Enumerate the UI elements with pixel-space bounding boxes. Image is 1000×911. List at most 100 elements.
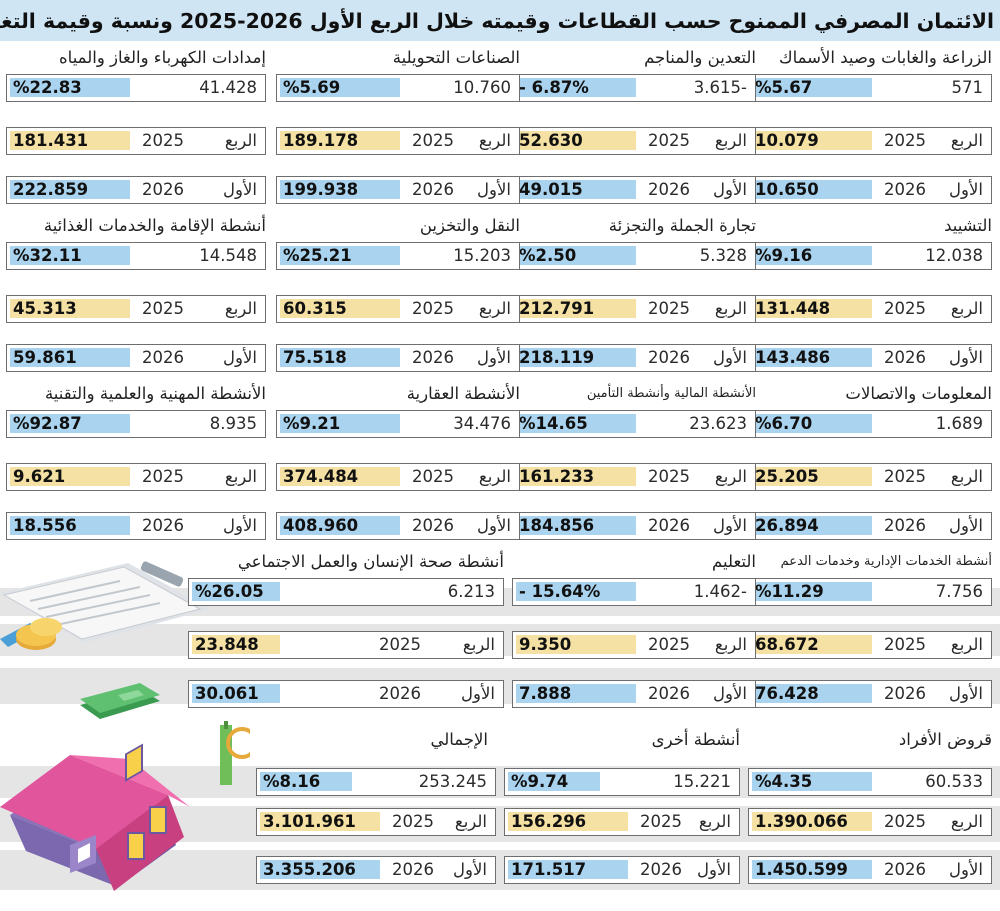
year-label: 2025 [884, 131, 926, 150]
change-row: %9.21 34.476 [276, 410, 520, 438]
q2026-row: 199.938 2026 الأول [276, 176, 520, 204]
house-document-illustration [0, 561, 250, 891]
year-label: 2026 [412, 348, 454, 367]
change-value: 253.245 [418, 772, 487, 791]
change-row: %2.50 5.328 [512, 242, 756, 270]
year-label: 2025 [648, 635, 690, 654]
sector-title: التعليم [712, 552, 756, 571]
change-value: 23.623 [689, 414, 747, 433]
sector-title: أنشطة أخرى [651, 730, 740, 749]
change-value: 1.689 [935, 414, 983, 433]
q2025-row: 3.101.961 2025 الربع [256, 808, 496, 836]
q2025-value: 156.296 [508, 812, 628, 831]
quarter-label: الأول [713, 180, 747, 199]
sector-title: الأنشطة المالية وأنشطة التأمين [586, 386, 756, 401]
year-label: 2025 [379, 635, 421, 654]
q2025-value: 161.233 [516, 467, 636, 486]
sector-card: التعليم - 15.64% 1.462- 9.350 2025 الربع 7.… [508, 548, 760, 716]
change-value: 3.615- [693, 78, 747, 97]
quarter-label: الأول [949, 684, 983, 703]
year-label: 2026 [142, 348, 184, 367]
change-row: %92.87 8.935 [6, 410, 266, 438]
change-row: %6.70 1.689 [748, 410, 992, 438]
q2025-row: 189.178 2025 الربع [276, 127, 520, 155]
sector-title: التعدين والمناجم [644, 48, 756, 67]
quarter-label: الربع [478, 467, 511, 486]
q2026-value: 59.861 [10, 348, 130, 367]
q2026-row: 30.061 2026 الأول [188, 680, 504, 708]
year-label: 2025 [884, 635, 926, 654]
q2025-value: 60.315 [280, 299, 400, 318]
quarter-label: الربع [714, 635, 747, 654]
change-pct: %22.83 [10, 78, 130, 97]
coins-icon [16, 618, 62, 650]
q2026-row: 76.428 2026 الأول [748, 680, 992, 708]
change-pct: %5.67 [752, 78, 872, 97]
q2025-value: 212.791 [516, 299, 636, 318]
change-value: 571 [951, 78, 984, 97]
change-value: 15.203 [453, 246, 511, 265]
quarter-label: الربع [462, 635, 495, 654]
sector-title: النقل والتخزين [419, 216, 520, 235]
change-pct: %14.65 [516, 414, 636, 433]
quarter-label: الأول [453, 860, 487, 879]
quarter-label: الربع [454, 812, 487, 831]
year-label: 2026 [884, 684, 926, 703]
sector-title: أنشطة الإقامة والخدمات الغذائية [43, 216, 266, 235]
change-row: %14.65 23.623 [512, 410, 756, 438]
quarter-label: الأول [949, 516, 983, 535]
quarter-label: الربع [698, 812, 731, 831]
q2025-row: 181.431 2025 الربع [6, 127, 266, 155]
change-value: 14.548 [199, 246, 257, 265]
sector-title: الأنشطة العقارية [406, 384, 520, 403]
sector-title: قروض الأفراد [898, 730, 992, 749]
year-label: 2026 [379, 684, 421, 703]
q2026-row: 26.894 2026 الأول [748, 512, 992, 540]
year-label: 2026 [884, 516, 926, 535]
sector-title: التشييد [944, 216, 992, 235]
quarter-label: الربع [224, 131, 257, 150]
change-value: 12.038 [925, 246, 983, 265]
year-label: 2026 [884, 348, 926, 367]
sector-card: الأنشطة المهنية والعلمية والتقنية %92.87… [2, 380, 270, 548]
q2025-value: 9.350 [516, 635, 636, 654]
quarter-label: الأول [223, 516, 257, 535]
year-label: 2026 [640, 860, 682, 879]
change-value: 7.756 [935, 582, 983, 601]
q2025-row: 131.448 2025 الربع [748, 295, 992, 323]
year-label: 2025 [648, 299, 690, 318]
q2026-value: 7.888 [516, 684, 636, 703]
change-pct: %8.16 [260, 772, 352, 791]
change-value: 1.462- [693, 582, 747, 601]
quarter-label: الربع [714, 131, 747, 150]
q2025-row: 161.233 2025 الربع [512, 463, 756, 491]
q2025-value: 1.390.066 [752, 812, 872, 831]
q2025-value: 45.313 [10, 299, 130, 318]
quarter-label: الربع [478, 299, 511, 318]
sector-section-3: المعلومات والاتصالات %6.70 1.689 25.205 20… [0, 380, 1000, 548]
year-label: 2026 [648, 180, 690, 199]
q2025-value: 189.178 [280, 131, 400, 150]
q2025-value: 25.205 [752, 467, 872, 486]
change-pct: - 6.87% [516, 78, 636, 97]
change-row: %5.67 571 [748, 74, 992, 102]
change-row: - 15.64% 1.462- [512, 578, 756, 606]
sector-title: الأنشطة المهنية والعلمية والتقنية [44, 384, 266, 403]
money-icon [80, 683, 160, 719]
sector-card: الزراعة والغابات وصيد الأسماك %5.67 571 1… [744, 44, 996, 212]
q2025-row: 23.848 2025 الربع [188, 631, 504, 659]
quarter-label: الأول [223, 348, 257, 367]
q2025-row: 10.079 2025 الربع [748, 127, 992, 155]
quarter-label: الأول [713, 516, 747, 535]
q2026-row: 3.355.206 2026 الأول [256, 856, 496, 884]
quarter-label: الأول [697, 860, 731, 879]
change-row: %25.21 15.203 [276, 242, 520, 270]
quarter-label: الربع [224, 299, 257, 318]
sector-card: أنشطة أخرى %9.74 15.221 156.296 2025 الربع … [500, 726, 744, 894]
q2026-row: 59.861 2026 الأول [6, 344, 266, 372]
change-pct: %9.16 [752, 246, 872, 265]
sector-title: الإجمالي [430, 730, 488, 749]
sector-section-1: الزراعة والغابات وصيد الأسماك %5.67 571 1… [0, 44, 1000, 212]
q2026-value: 1.450.599 [752, 860, 872, 879]
quarter-label: الربع [714, 299, 747, 318]
